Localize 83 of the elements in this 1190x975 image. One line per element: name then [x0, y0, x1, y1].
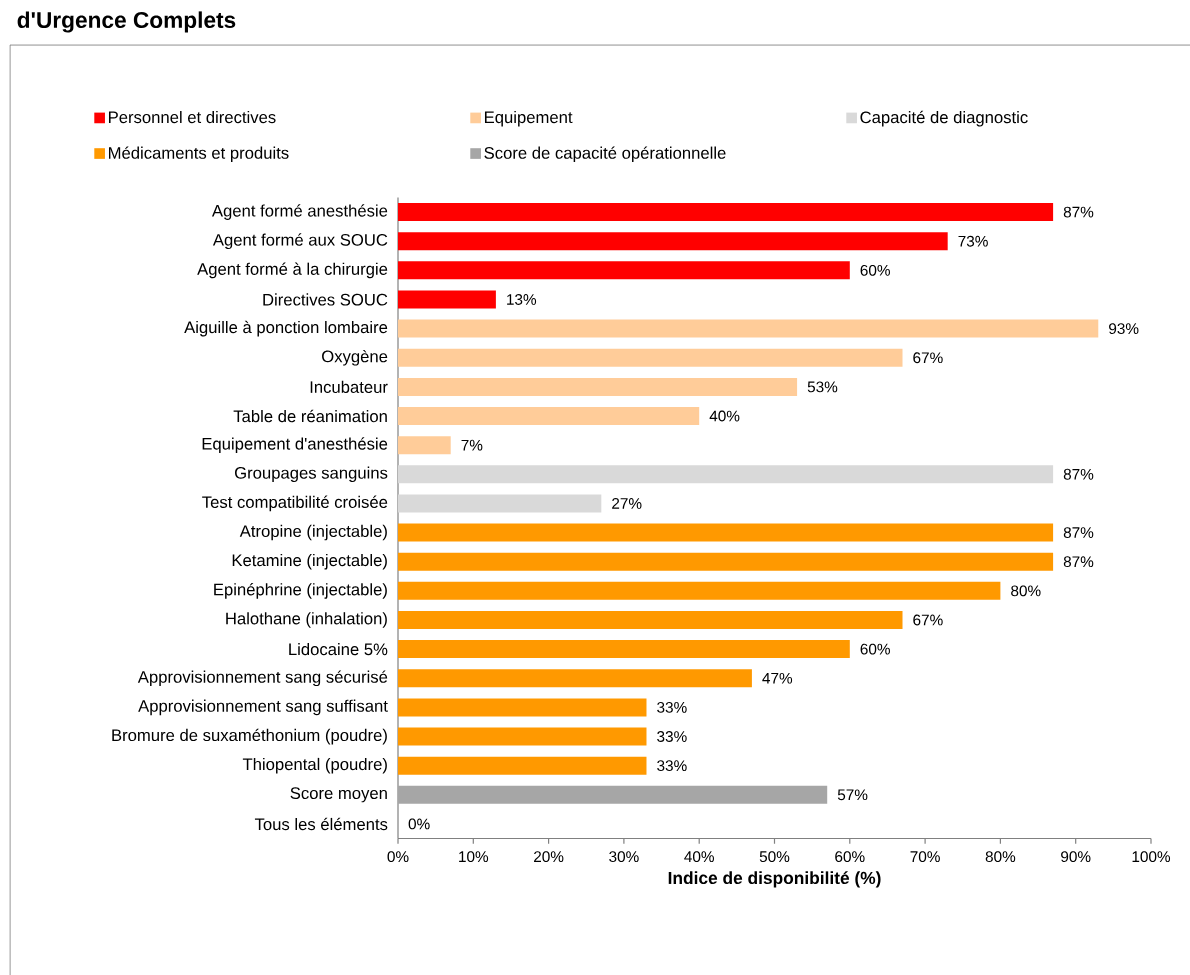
- y-tick-label: Thiopental (poudre): [242, 757, 387, 774]
- x-tick-label: 90%: [1061, 851, 1091, 863]
- y-tick-label: Oxygène: [322, 349, 388, 366]
- y-tick-label: Aiguille à ponction lombaire: [184, 320, 388, 337]
- y-tick-label: Epinéphrine (injectable): [214, 582, 387, 599]
- data-label: 87%: [1063, 527, 1094, 538]
- data-label: 73%: [958, 235, 988, 247]
- data-label: 93%: [1109, 323, 1139, 335]
- bar: [398, 669, 752, 688]
- y-tick-label: Halothane (inhalation): [226, 612, 387, 628]
- bar: [398, 552, 1054, 571]
- bar: [398, 290, 496, 309]
- x-tick-label: 80%: [985, 851, 1016, 863]
- data-label: 80%: [1011, 585, 1041, 597]
- data-label: 33%: [657, 760, 687, 772]
- legend-label: Médicaments et produits: [108, 146, 289, 163]
- data-label: 7%: [461, 439, 483, 451]
- y-tick-label: Bromure de suxaméthonium (poudre): [112, 728, 387, 745]
- data-label: 0%: [408, 818, 430, 830]
- y-tick-label: Approvisionnement sang sécurisé: [137, 670, 388, 687]
- bar: [398, 465, 1054, 484]
- x-tick-label: 60%: [835, 851, 865, 863]
- legend-label: Personnel et directives: [108, 110, 276, 124]
- x-tick-label: 10%: [459, 851, 489, 863]
- x-tick-label: 0%: [387, 851, 409, 863]
- data-label: 67%: [913, 614, 943, 626]
- y-tick-label: Ketamine (injectable): [232, 553, 387, 570]
- x-axis-title: Indice de disponibilité (%): [668, 871, 881, 888]
- bar: [398, 261, 850, 280]
- data-label: 40%: [709, 410, 740, 422]
- legend-label: Score de capacité opérationnelle: [484, 146, 726, 163]
- legend-label: Capacité de diagnostic: [860, 110, 1028, 127]
- y-tick-label: Lidocaine 5%: [289, 642, 388, 656]
- bar: [398, 436, 451, 455]
- x-tick-label: 40%: [684, 851, 714, 863]
- data-label: 67%: [913, 352, 943, 364]
- data-label: 57%: [837, 789, 868, 801]
- data-label: 27%: [612, 498, 642, 509]
- x-tick-label: 100%: [1132, 851, 1171, 863]
- bar: [398, 232, 948, 251]
- bar: [398, 727, 647, 746]
- legend-label: Equipement: [484, 110, 573, 127]
- y-tick-label: Agent formé à la chirurgie: [197, 262, 388, 279]
- y-tick-label: Table de réanimation: [233, 409, 387, 423]
- y-tick-label: Tous les éléments: [254, 817, 388, 831]
- bar: [398, 494, 602, 513]
- y-tick-label: Directives SOUC: [263, 293, 388, 306]
- data-label: 87%: [1063, 206, 1094, 218]
- bar: [398, 698, 647, 717]
- y-tick-label: Agent formé anesthésie: [211, 204, 388, 220]
- bar: [398, 785, 828, 804]
- y-tick-label: Approvisionnement sang suffisant: [138, 699, 388, 716]
- x-tick-label: 20%: [534, 851, 564, 863]
- y-tick-label: Incubateur: [310, 380, 388, 394]
- data-label: 60%: [860, 643, 890, 655]
- bar: [398, 203, 1054, 222]
- data-label: 33%: [657, 701, 687, 713]
- x-tick-label: 70%: [910, 851, 940, 863]
- bar: [398, 348, 903, 367]
- data-label: 13%: [507, 294, 537, 305]
- y-tick-label: Agent formé aux SOUC: [212, 233, 388, 250]
- data-label: 53%: [807, 381, 838, 393]
- bar: [398, 377, 798, 396]
- y-tick-label: Test compatibilité croisée: [202, 495, 388, 512]
- text: d'Urgence Complets: [17, 11, 236, 33]
- bar: [398, 610, 903, 629]
- data-label: 60%: [860, 264, 890, 276]
- y-tick-label: Equipement d'anesthésie: [202, 437, 388, 454]
- bar: [398, 640, 850, 659]
- y-tick-label: Score moyen: [290, 787, 387, 803]
- y-tick-label: Atropine (injectable): [239, 524, 387, 541]
- bar: [398, 523, 1054, 542]
- x-tick-label: 30%: [609, 851, 639, 863]
- bar: [398, 756, 647, 775]
- bar: [398, 581, 1001, 600]
- data-label: 33%: [657, 731, 687, 742]
- y-tick-label: Groupages sanguins: [234, 466, 388, 483]
- x-tick-label: 50%: [759, 851, 790, 863]
- bar: [398, 407, 700, 426]
- data-label: 87%: [1063, 468, 1094, 480]
- data-label: 47%: [762, 672, 793, 684]
- bar: [398, 319, 1099, 338]
- data-label: 87%: [1063, 556, 1094, 568]
